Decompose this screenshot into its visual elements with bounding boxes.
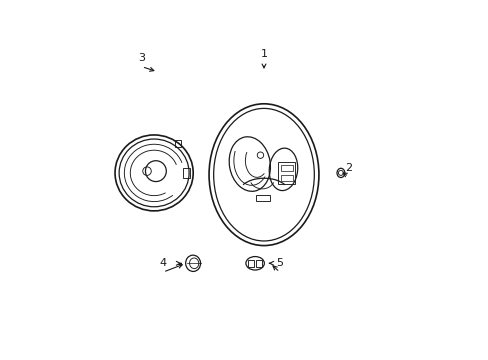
Bar <box>183 168 190 178</box>
Bar <box>280 166 293 171</box>
Text: 1: 1 <box>260 49 267 59</box>
Bar <box>174 140 181 147</box>
Bar <box>256 195 270 201</box>
Text: 4: 4 <box>159 258 166 268</box>
Bar <box>278 162 295 184</box>
Text: 2: 2 <box>345 163 352 172</box>
Text: 3: 3 <box>138 53 145 63</box>
Bar <box>255 260 261 267</box>
Text: 5: 5 <box>276 258 283 268</box>
Bar <box>280 175 293 181</box>
Bar <box>248 260 254 267</box>
